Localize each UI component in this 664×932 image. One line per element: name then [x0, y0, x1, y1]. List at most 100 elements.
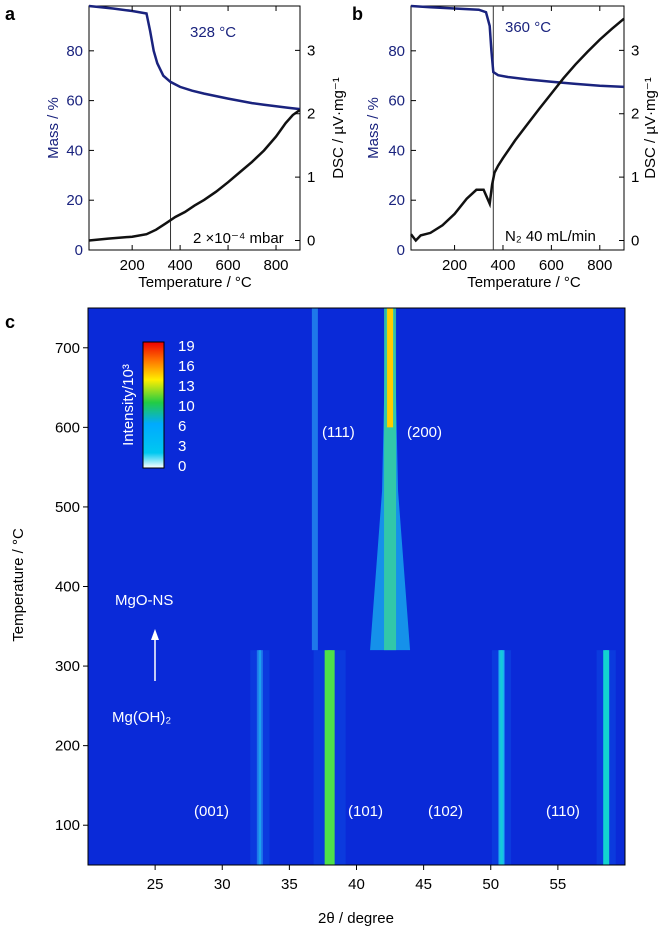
peak-label-200: (200) — [407, 424, 442, 441]
peak-core-high — [387, 308, 394, 428]
left-tick-label: 20 — [388, 192, 405, 209]
left-tick-label: 80 — [66, 43, 83, 60]
left-tick-label: 40 — [388, 142, 405, 159]
x-tick-label: 45 — [415, 876, 432, 893]
left-tick-label: 20 — [66, 192, 83, 209]
left-tick-label: 0 — [397, 242, 405, 259]
peak-label-102: (102) — [428, 803, 463, 820]
panel-a-frame — [88, 5, 301, 251]
y-tick-label: 200 — [55, 738, 80, 755]
panel-a-x-axis-title: Temperature / °C — [138, 274, 252, 291]
left-tick-label: 60 — [66, 93, 83, 110]
panel-a-left-axis-title: Mass / % — [45, 97, 62, 159]
x-tick-label: 30 — [214, 876, 231, 893]
panel-a-condition-annotation: 2 ×10⁻⁴ mbar — [193, 230, 284, 247]
panel-b-right-ticks: 0 1 2 3 — [619, 42, 639, 249]
panel-b-label: b — [352, 4, 363, 24]
peak-label-111: (111) — [322, 424, 355, 441]
right-tick-label: 0 — [631, 232, 639, 249]
colorbar-tick-label: 16 — [178, 358, 195, 375]
phase-high-label: MgO-NS — [115, 592, 173, 609]
panel-b-mass-series — [410, 4, 625, 89]
x-tick-label: 800 — [264, 257, 289, 274]
left-tick-label: 0 — [75, 242, 83, 259]
right-tick-label: 3 — [631, 42, 639, 59]
colorbar — [142, 341, 165, 469]
panel-c-x-axis-title: 2θ / degree — [318, 910, 394, 927]
panel-a-transition-annotation: 328 °C — [190, 24, 236, 41]
panel-a-dsc-series — [88, 108, 301, 242]
y-tick-label: 500 — [55, 499, 80, 516]
panel-a-mass-series — [88, 4, 301, 111]
y-tick-label: 100 — [55, 817, 80, 834]
panel-b-left-ticks: 0 20 40 60 80 — [388, 43, 416, 259]
right-tick-label: 2 — [631, 106, 639, 123]
x-tick-label: 400 — [168, 257, 193, 274]
right-tick-label: 2 — [307, 106, 315, 123]
panel-b-frame — [410, 5, 625, 251]
peak-core-low — [258, 650, 262, 865]
y-tick-label: 300 — [55, 658, 80, 675]
x-tick-label: 25 — [147, 876, 164, 893]
colorbar-title: Intensity/10³ — [120, 364, 137, 446]
panel-b-right-axis-title: DSC / µV·mg⁻¹ — [642, 77, 659, 179]
panel-b-condition-annotation: N₂ 40 mL/min — [505, 228, 596, 245]
x-tick-label: 600 — [216, 257, 241, 274]
panel-c-x-ticks: 25 30 35 40 45 50 55 — [147, 865, 566, 893]
x-tick-label: 50 — [482, 876, 499, 893]
peak-core-low — [605, 650, 608, 865]
x-tick-label: 200 — [120, 257, 145, 274]
heatmap-background — [88, 308, 625, 865]
panel-a-right-axis-title: DSC / µV·mg⁻¹ — [330, 77, 347, 179]
up-arrow-icon — [151, 629, 159, 640]
peak-band-high-weak — [311, 308, 318, 651]
left-tick-label: 60 — [388, 93, 405, 110]
x-tick-label: 40 — [348, 876, 365, 893]
panel-b: b 200 400 600 800 0 20 40 60 80 0 1 2 3 Temperatur… — [352, 4, 659, 291]
panel-c-y-axis-title: Temperature / °C — [10, 528, 27, 642]
right-tick-label: 1 — [631, 169, 639, 186]
phase-low-label: Mg(OH)₂ — [112, 709, 171, 726]
panel-c-label: c — [5, 312, 15, 332]
x-tick-label: 800 — [587, 257, 612, 274]
panel-b-left-axis-title: Mass / % — [365, 97, 382, 159]
y-tick-label: 600 — [55, 419, 80, 436]
y-tick-label: 700 — [55, 340, 80, 357]
right-tick-label: 3 — [307, 42, 315, 59]
panel-b-dsc-series — [410, 17, 625, 243]
peak-label-001: (001) — [194, 803, 229, 820]
panel-b-transition-annotation: 360 °C — [505, 19, 551, 36]
peak-label-110: (110) — [546, 803, 580, 820]
panel-c-y-ticks: 100 200 300 400 500 600 700 — [55, 340, 88, 834]
left-tick-label: 40 — [66, 142, 83, 159]
panel-a-label: a — [5, 4, 16, 24]
x-tick-label: 200 — [442, 257, 467, 274]
colorbar-tick-label: 6 — [178, 418, 186, 435]
panel-a-x-ticks: 200 400 600 800 — [120, 6, 289, 274]
peak-label-101: (101) — [348, 803, 383, 820]
panel-b-x-ticks: 200 400 600 800 — [442, 6, 612, 274]
right-tick-label: 1 — [307, 169, 315, 186]
x-tick-label: 600 — [539, 257, 564, 274]
x-tick-label: 35 — [281, 876, 298, 893]
colorbar-tick-label: 13 — [178, 378, 195, 395]
colorbar-tick-label: 19 — [178, 338, 195, 355]
panel-a-left-ticks: 0 20 40 60 80 — [66, 43, 94, 259]
panel-b-x-axis-title: Temperature / °C — [467, 274, 581, 291]
peak-core-low — [500, 650, 503, 865]
colorbar-tick-label: 10 — [178, 398, 195, 415]
x-tick-label: 400 — [490, 257, 515, 274]
colorbar-tick-label: 0 — [178, 458, 186, 475]
panel-a: a 200 400 600 800 0 20 40 60 80 0 1 2 3 Temperatur… — [5, 4, 347, 291]
colorbar-ticks: 19 16 13 10 6 3 0 — [178, 338, 195, 475]
colorbar-tick-label: 3 — [178, 438, 186, 455]
panel-a-right-ticks: 0 1 2 3 — [295, 42, 315, 249]
x-tick-label: 55 — [550, 876, 567, 893]
peak-core-low — [327, 650, 332, 865]
y-tick-label: 400 — [55, 579, 80, 596]
panel-c-heatmap — [88, 308, 625, 865]
left-tick-label: 80 — [388, 43, 405, 60]
right-tick-label: 0 — [307, 232, 315, 249]
